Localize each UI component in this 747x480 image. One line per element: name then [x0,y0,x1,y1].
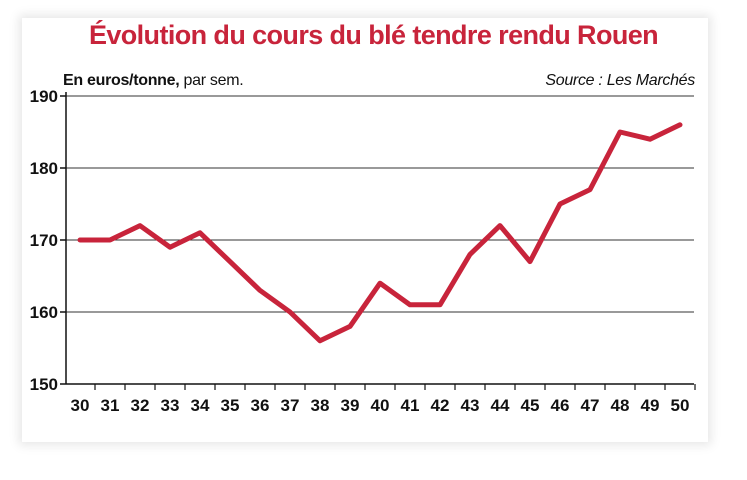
unit-label: En euros/tonne, par sem. [63,72,244,90]
x-tick-label: 44 [491,396,510,415]
chart-title: Évolution du cours du blé tendre rendu R… [88,20,659,50]
x-tick-label: 39 [341,396,360,415]
x-tick-label: 40 [371,396,390,415]
y-tick-label: 180 [30,159,58,178]
x-tick-label: 38 [311,396,330,415]
x-tick-label: 46 [551,396,570,415]
unit-label-rest: par sem. [179,72,244,89]
x-tick-label: 30 [71,396,90,415]
x-tick-label: 42 [431,396,450,415]
x-tick-label: 45 [521,396,540,415]
series-line [77,122,683,344]
x-tick-label: 41 [401,396,420,415]
x-tick-label: 37 [281,396,300,415]
x-tick-label: 43 [461,396,480,415]
x-tick-label: 49 [641,396,660,415]
x-tick-label: 32 [131,396,150,415]
y-tick-label: 160 [30,303,58,322]
x-tick-label: 47 [581,396,600,415]
x-tick-label: 31 [101,396,120,415]
unit-label-bold: En euros/tonne, [63,72,180,89]
y-tick-label: 150 [30,375,58,394]
x-tick-label: 48 [611,396,630,415]
source-label: Source : Les Marchés [545,72,695,89]
x-tick-label: 34 [191,396,210,415]
x-tick-label: 33 [161,396,180,415]
x-tick-label: 35 [221,396,240,415]
x-tick-label: 36 [251,396,270,415]
y-tick-label: 190 [30,87,58,106]
y-tick-label: 170 [30,231,58,250]
x-tick-label: 50 [671,396,690,415]
